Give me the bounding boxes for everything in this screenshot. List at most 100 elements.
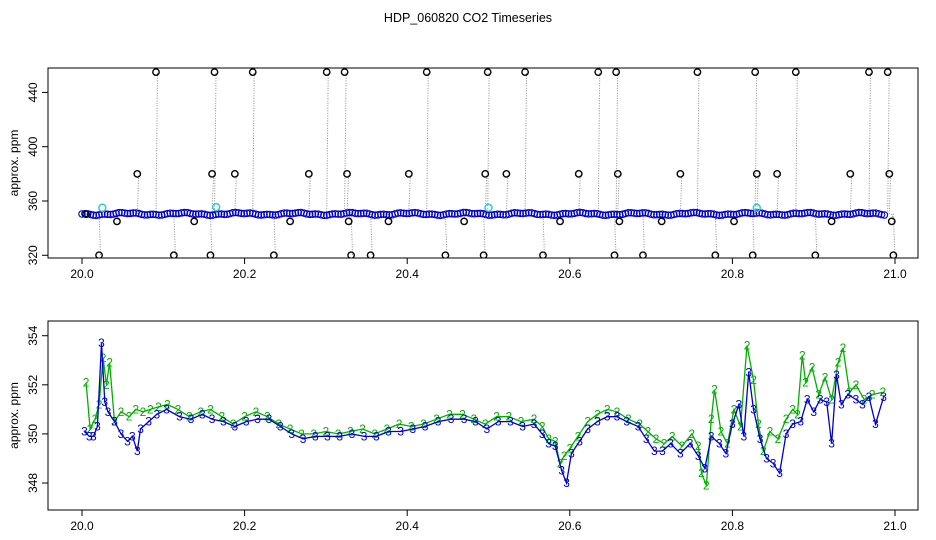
blue-point: [95, 211, 103, 219]
blue-point-label: 3: [137, 422, 144, 436]
blue-point-label: 3: [584, 422, 591, 436]
spike-line: [136, 173, 140, 214]
blue-point-label: 3: [94, 420, 101, 434]
blue-point-label: 3: [81, 424, 88, 438]
green-point-label: 2: [794, 407, 801, 421]
blue-point-label: 3: [243, 415, 250, 429]
blue-point: [752, 209, 761, 217]
green-point-label: 2: [828, 393, 835, 407]
spike-line: [888, 173, 892, 214]
spike-line: [597, 72, 601, 214]
green-point-label: 2: [103, 378, 110, 392]
blue-point-label: 3: [539, 427, 546, 441]
black-point: [610, 251, 619, 258]
blue-point-label: 3: [838, 397, 845, 411]
spike-line: [98, 213, 102, 256]
green-point-label: 2: [493, 410, 500, 424]
x-tick-label: 20.0: [70, 267, 94, 281]
blue-point-label: 3: [105, 405, 112, 419]
blue-point: [280, 209, 288, 217]
green-point-label: 2: [879, 385, 886, 399]
blue-point-label: 3: [763, 451, 770, 465]
blue-point-label: 3: [716, 437, 723, 451]
blue-point: [564, 210, 573, 218]
blue-point-label: 3: [635, 420, 642, 434]
blue-point-label: 3: [176, 410, 183, 424]
blue-point: [305, 210, 314, 219]
black-point: [885, 169, 894, 178]
blue-point: [399, 209, 408, 217]
blue-point-label: 3: [277, 420, 284, 434]
spike-line: [155, 72, 158, 214]
blue-point-label: 3: [810, 405, 817, 419]
black-point: [639, 251, 647, 258]
blue-point: [433, 211, 442, 219]
black-point: [340, 68, 349, 76]
blue-point: [260, 210, 268, 219]
blue-point-label: 3: [552, 439, 559, 453]
blue-point: [570, 209, 579, 218]
blue-point: [559, 209, 567, 218]
spike-line: [308, 173, 311, 214]
green-point-label: 2: [731, 402, 738, 416]
blue-point: [490, 210, 499, 219]
blue-point: [394, 209, 402, 217]
black-point: [404, 169, 413, 178]
blue-point: [852, 209, 860, 217]
green-point-label: 2: [802, 375, 809, 389]
blue-point: [285, 209, 294, 218]
y-tick-label: 354: [26, 325, 40, 345]
black-point: [343, 169, 351, 178]
black-point: [521, 68, 529, 76]
blue-point-label: 3: [507, 415, 514, 429]
co2-panel-top: 20.0 20.2 20.4 20.6 20.8 21.0 320 360 400 440 appr…: [7, 67, 919, 281]
plot-frame: [47, 67, 919, 259]
spike-line: [542, 213, 545, 256]
blue-point: [650, 211, 658, 219]
blue-point: [621, 209, 630, 218]
blue-point: [103, 210, 112, 219]
green-point-label: 2: [433, 412, 440, 426]
blue-point-label: 3: [558, 464, 565, 478]
blue-point: [379, 210, 388, 219]
blue-point: [607, 210, 616, 219]
cyan-point: [752, 203, 762, 213]
blue-point-label: 3: [783, 427, 790, 441]
green-point-label: 2: [140, 405, 147, 419]
spike-line: [714, 213, 718, 256]
black-point: [711, 251, 720, 258]
blue-point: [371, 211, 379, 219]
blue-point-label: 3: [776, 466, 783, 480]
green-point-label: 2: [83, 375, 90, 389]
green-point-label: 2: [822, 370, 829, 384]
blue-point: [769, 210, 778, 219]
blue-point: [610, 210, 618, 218]
blue-point-label: 3: [745, 366, 752, 380]
blue-point: [92, 211, 100, 220]
blue-point: [445, 209, 453, 218]
blue-point: [149, 210, 157, 219]
y-tick-label: 400: [26, 136, 40, 156]
green-point-label: 2: [594, 407, 601, 421]
spike-line: [752, 213, 755, 256]
blue-point: [231, 208, 240, 217]
blue-point: [288, 209, 297, 218]
blue-point: [573, 208, 581, 217]
green-point-label: 2: [126, 410, 133, 424]
blue-point: [263, 210, 271, 219]
blue-point: [456, 209, 465, 217]
blue-point: [544, 210, 553, 219]
blue-point: [764, 211, 772, 219]
blue-point: [442, 210, 450, 218]
blue-point: [536, 210, 544, 219]
green-point-label: 2: [679, 439, 686, 453]
black-point: [574, 169, 583, 178]
blue-point: [596, 210, 604, 219]
black-point: [190, 217, 199, 226]
blue-point: [172, 209, 180, 218]
spike-line: [868, 72, 871, 214]
blue-point: [547, 211, 556, 219]
green-point-label: 2: [471, 412, 478, 426]
green-point-label: 2: [766, 424, 773, 438]
